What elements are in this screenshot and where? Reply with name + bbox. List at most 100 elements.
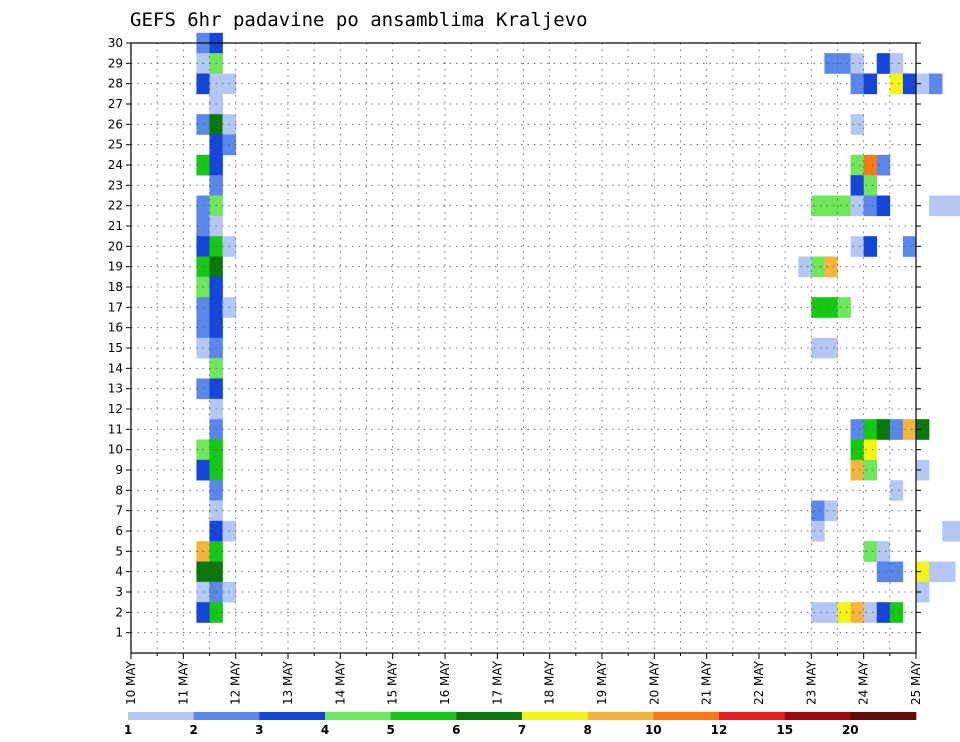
heatmap-cell bbox=[850, 154, 864, 176]
y-tick-label: 22 bbox=[108, 199, 123, 213]
y-tick-label: 25 bbox=[108, 138, 123, 152]
colorbar-swatch bbox=[128, 712, 194, 720]
y-tick-label: 2 bbox=[115, 605, 123, 619]
heatmap-cell bbox=[876, 419, 891, 440]
heatmap-cell bbox=[824, 256, 838, 278]
x-tick-label: 19 MAY bbox=[595, 660, 609, 705]
heatmap-cell bbox=[863, 439, 878, 461]
x-tick-label: 16 MAY bbox=[438, 660, 452, 705]
heatmap-cell bbox=[916, 581, 930, 603]
heatmap-cell bbox=[850, 195, 864, 217]
heatmap-cell bbox=[889, 480, 904, 501]
y-tick-label: 9 bbox=[115, 463, 123, 477]
x-tick-label: 17 MAY bbox=[490, 660, 504, 705]
heatmap-cell bbox=[902, 236, 917, 257]
y-tick-label: 7 bbox=[115, 504, 123, 518]
heatmap-cell bbox=[889, 419, 904, 440]
y-tick-label: 15 bbox=[108, 341, 123, 355]
heatmap-cell bbox=[955, 520, 960, 542]
x-axis-ticks: 10 MAY 11 MAY 12 MAY 13 MAY 14 MAY 15 MAY 16 M… bbox=[124, 653, 923, 705]
heatmap-cell bbox=[929, 73, 943, 95]
heatmap-cell bbox=[811, 602, 825, 623]
heatmap-cell bbox=[863, 236, 878, 257]
heatmap-cell bbox=[824, 500, 838, 522]
heatmap-cell bbox=[916, 561, 930, 583]
colorbar-label: 7 bbox=[518, 723, 526, 737]
heatmap-cells bbox=[196, 32, 960, 623]
colorbar-swatch bbox=[325, 712, 391, 720]
colorbar-swatch bbox=[653, 712, 720, 720]
heatmap-cell bbox=[863, 73, 878, 95]
y-tick-label: 3 bbox=[115, 585, 123, 599]
y-tick-label: 11 bbox=[108, 422, 123, 436]
y-tick-label: 19 bbox=[108, 260, 123, 274]
heatmap-cell bbox=[850, 53, 864, 74]
x-tick-label: 10 MAY bbox=[124, 660, 138, 705]
colorbar-label: 2 bbox=[190, 723, 198, 737]
heatmap-cell bbox=[916, 459, 930, 481]
y-tick-label: 8 bbox=[115, 483, 123, 497]
x-tick-label: 11 MAY bbox=[176, 660, 190, 705]
chart-title: GEFS 6hr padavine po ansamblima Kraljevo bbox=[130, 9, 588, 31]
heatmap-cell bbox=[863, 459, 878, 481]
colorbar-swatch bbox=[390, 712, 457, 720]
heatmap-cell bbox=[850, 114, 864, 135]
heatmap-cell bbox=[824, 53, 838, 74]
heatmap-cell bbox=[837, 297, 851, 318]
heatmap-cell bbox=[850, 439, 864, 461]
heatmap-cell bbox=[916, 73, 930, 95]
colorbar-legend: 1 2 3 4 5 6 7 8 10 12 15 20 bbox=[124, 712, 917, 737]
heatmap-cell bbox=[863, 175, 878, 196]
colorbar-swatch bbox=[719, 712, 785, 720]
colorbar-swatch bbox=[193, 712, 260, 720]
heatmap-cell bbox=[889, 602, 904, 623]
y-tick-label: 21 bbox=[108, 219, 123, 233]
colorbar-label: 6 bbox=[452, 723, 460, 737]
heatmap-cell bbox=[876, 561, 891, 583]
y-tick-label: 18 bbox=[108, 280, 123, 294]
heatmap-cell bbox=[824, 337, 838, 359]
y-tick-label: 30 bbox=[108, 36, 123, 50]
colorbar-swatch bbox=[784, 712, 851, 720]
x-tick-label: 13 MAY bbox=[281, 660, 295, 705]
heatmap-cell bbox=[929, 195, 943, 217]
heatmap-cell bbox=[955, 195, 960, 217]
heatmap-cell bbox=[889, 73, 904, 95]
x-tick-label: 12 MAY bbox=[229, 660, 243, 705]
y-tick-label: 20 bbox=[108, 239, 123, 253]
heatmap-cell bbox=[889, 53, 904, 74]
heatmap-cell bbox=[824, 602, 838, 623]
y-tick-label: 1 bbox=[115, 626, 123, 640]
gridlines bbox=[131, 42, 916, 653]
heatmap-cell bbox=[811, 520, 825, 542]
heatmap-cell bbox=[837, 53, 851, 74]
y-tick-label: 27 bbox=[108, 97, 123, 111]
y-tick-label: 28 bbox=[108, 77, 123, 91]
heatmap-cell bbox=[916, 419, 930, 440]
colorbar-label: 20 bbox=[842, 723, 859, 737]
heatmap-cell bbox=[824, 195, 838, 217]
colorbar-label: 10 bbox=[645, 723, 662, 737]
y-tick-label: 14 bbox=[108, 361, 123, 375]
heatmap-cell bbox=[863, 541, 878, 562]
colorbar-swatch bbox=[522, 712, 588, 720]
y-tick-label: 16 bbox=[108, 321, 123, 335]
heatmap-cell bbox=[811, 337, 825, 359]
heatmap-cell bbox=[876, 154, 891, 176]
colorbar-label: 3 bbox=[255, 723, 263, 737]
x-tick-label: 20 MAY bbox=[647, 660, 661, 705]
x-tick-label: 15 MAY bbox=[386, 660, 400, 705]
heatmap-cell bbox=[811, 195, 825, 217]
heatmap-cell bbox=[863, 602, 878, 623]
heatmap-cell bbox=[837, 602, 851, 623]
colorbar-swatch bbox=[456, 712, 523, 720]
heatmap-cell bbox=[811, 500, 825, 522]
x-tick-label: 18 MAY bbox=[543, 660, 557, 705]
heatmap-cell bbox=[850, 459, 864, 481]
y-axis-ticks: 1234567891011121314151617181920212223242… bbox=[108, 36, 921, 640]
heatmap-cell bbox=[942, 561, 956, 583]
y-tick-label: 5 bbox=[115, 544, 123, 558]
colorbar-label: 15 bbox=[776, 723, 793, 737]
heatmap-cell bbox=[850, 73, 864, 95]
